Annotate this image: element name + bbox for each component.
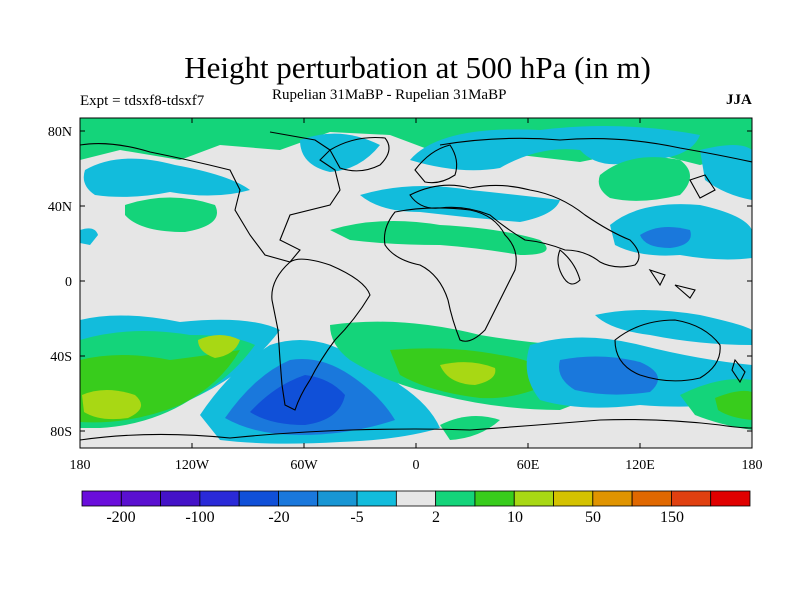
plot-title: Height perturbation at 500 hPa (in m) [184, 50, 651, 85]
colorbar [81, 490, 751, 507]
australia-coast [614, 319, 721, 382]
latitude-axis: 80N 40N 0 40S 80S [48, 125, 752, 440]
colorbar-swatch [592, 490, 633, 507]
season-label: JJA [726, 92, 752, 108]
north-america-coast [80, 131, 341, 263]
south-america-coast [271, 258, 371, 411]
colorbar-label: 150 [660, 509, 684, 526]
lon-label-60e: 60E [517, 458, 540, 473]
colorbar-label: -5 [350, 509, 363, 526]
south-indian-yellowgreen [440, 362, 496, 385]
colorbar-swatch [631, 490, 672, 507]
north-pacific-green [125, 197, 217, 232]
southeast-lime [715, 390, 752, 420]
colorbar-swatch [395, 490, 437, 507]
lat-label-0: 0 [65, 275, 72, 290]
greenland-coast [329, 136, 390, 172]
colorbar-label: -200 [106, 509, 135, 526]
scandinavia-coast [414, 144, 458, 184]
colorbar-swatch [710, 490, 751, 507]
colorbar-label: 50 [585, 509, 601, 526]
coastlines [80, 131, 752, 441]
south-pacific-yellowgreen-east [198, 335, 240, 358]
india-coast [557, 249, 581, 285]
experiment-label: Expt = tdsxf8-tdsxf7 [80, 93, 205, 109]
southwest-pacific-cyan [595, 310, 752, 345]
colorbar-swatch [81, 490, 122, 507]
longitude-axis: 180 120W 60W 0 60E 120E 180 [70, 118, 763, 473]
lat-label-80n: 80N [48, 125, 72, 140]
east-asia-islands [648, 174, 716, 299]
eurasia-coast [409, 184, 640, 268]
lon-label-180e: 180 [742, 458, 763, 473]
lon-label-120e: 120E [625, 458, 655, 473]
lon-label-120w: 120W [175, 458, 210, 473]
colorbar-swatch [278, 490, 319, 507]
africa-coast [383, 207, 517, 342]
colorbar-label: 10 [507, 509, 523, 526]
colorbar-swatch [199, 490, 240, 507]
lon-label-0: 0 [413, 458, 420, 473]
eurasia-green [598, 157, 690, 201]
east-asia-blue [640, 226, 691, 248]
southeast-green [680, 379, 752, 430]
west-pacific-cyan [80, 228, 98, 245]
colorbar-swatch [120, 490, 161, 507]
colorbar-label: -100 [185, 509, 214, 526]
colorbar-swatch [474, 490, 515, 507]
lat-label-40s: 40S [50, 350, 72, 365]
colorbar-swatch [435, 490, 476, 507]
lat-label-80s: 80S [50, 425, 72, 440]
colorbar-swatch [671, 490, 712, 507]
southern-ocean-green [440, 416, 500, 440]
colorbar-label: 2 [432, 509, 440, 526]
antarctica-coast [80, 419, 752, 441]
colorbar-swatch [356, 490, 397, 507]
south-atlantic-deep-blue [250, 375, 345, 425]
height-perturbation-field [80, 118, 752, 448]
lat-label-40n: 40N [48, 200, 72, 215]
australia-blue [559, 356, 658, 395]
eurasia-cyan [410, 126, 700, 171]
lon-label-180w: 180 [70, 458, 91, 473]
north-africa-green [330, 221, 547, 255]
colorbar-swatch [513, 490, 554, 507]
colorbar-swatch [553, 490, 594, 507]
colorbar-label: -20 [268, 509, 289, 526]
new-zealand-coast [731, 358, 746, 384]
arctic-coast [439, 137, 752, 163]
lon-label-60w: 60W [290, 458, 318, 473]
colorbar-labels: -200 -100 -20 -5 2 10 50 150 [106, 509, 684, 526]
colorbar-swatch [160, 490, 201, 507]
colorbar-swatch [317, 490, 358, 507]
colorbar-swatch [238, 490, 279, 507]
north-pacific-cyan [83, 158, 250, 197]
period-subtitle: Rupelian 31MaBP - Rupelian 31MaBP [272, 87, 507, 103]
south-pacific-yellowgreen-west [82, 390, 142, 420]
